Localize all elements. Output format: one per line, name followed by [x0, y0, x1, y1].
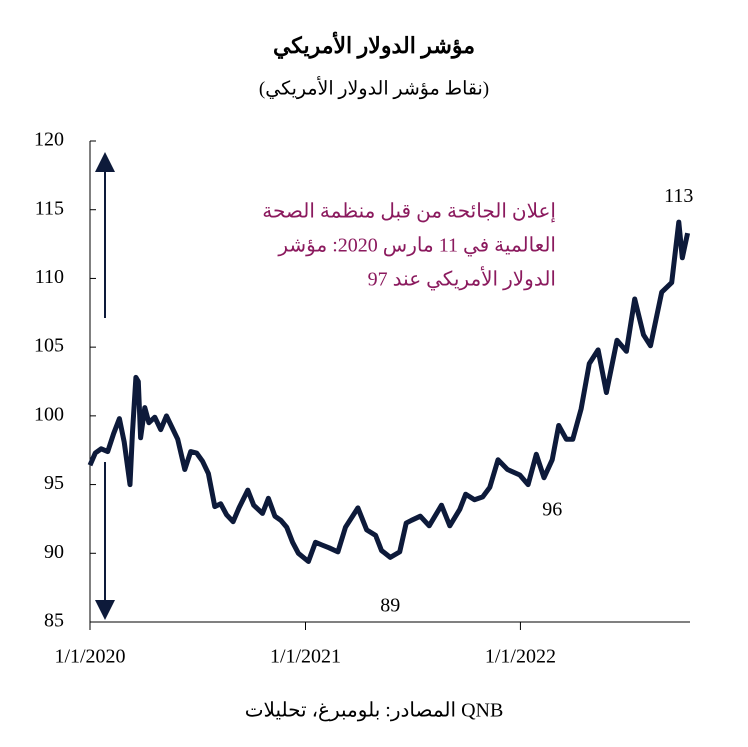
y-tick-label: 95 — [44, 472, 64, 494]
data-label: 96 — [542, 498, 562, 520]
chart-subtitle: (نقاط مؤشر الدولار الأمريكي) — [259, 75, 489, 99]
y-tick-label: 120 — [34, 129, 64, 151]
x-tick-label: 1/1/2022 — [485, 646, 556, 668]
source: المصادر: بلومبرغ، تحليلات QNB — [245, 700, 504, 722]
y-tick-label: 110 — [35, 266, 64, 288]
y-tick-label: 85 — [44, 610, 64, 632]
data-label: 113 — [664, 185, 693, 207]
y-tick-label: 100 — [34, 403, 64, 425]
x-tick-label: 1/1/2021 — [270, 646, 341, 668]
annotation: العالمية في 11 مارس 2020: مؤشر — [277, 235, 556, 257]
annotation: الدولار الأمريكي عند 97 — [368, 266, 556, 291]
x-tick-label: 1/1/2020 — [54, 646, 125, 668]
line-series — [87, 219, 691, 564]
y-tick-label: 90 — [44, 541, 64, 563]
annotation: إعلان الجائحة من قبل منظمة الصحة — [262, 201, 556, 224]
y-tick-label: 115 — [35, 197, 64, 219]
y-tick-label: 105 — [34, 335, 64, 357]
chart-title: مؤشر الدولار الأمريكي — [273, 31, 475, 59]
data-label: 89 — [380, 595, 400, 617]
